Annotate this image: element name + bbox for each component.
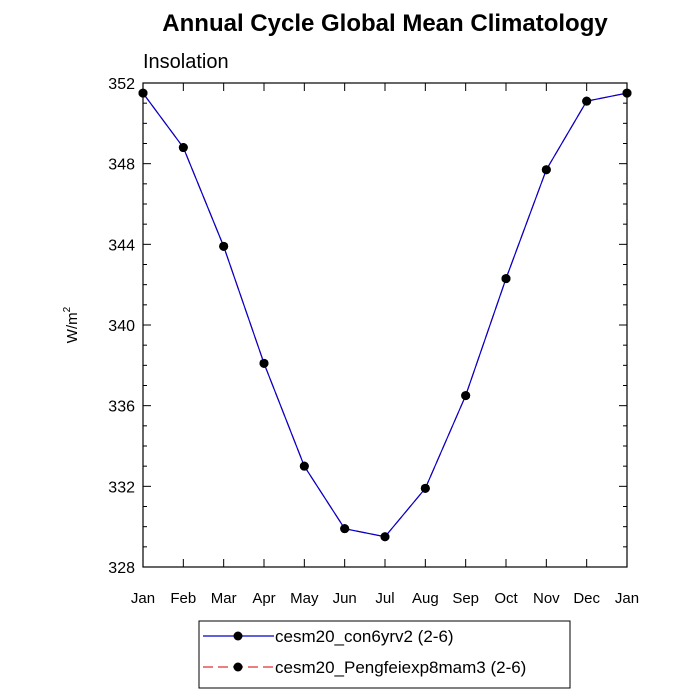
chart-subtitle: Insolation <box>143 51 229 73</box>
x-tick-labels: Jan Feb Mar Apr May Jun Jul Aug Sep Oct Nov Dec Jan <box>131 590 639 607</box>
y-tick-label: 332 <box>108 479 135 496</box>
x-tick-label: Mar <box>211 590 237 607</box>
legend-label-series-1: cesm20_con6yrv2 (2-6) <box>275 627 454 646</box>
data-point-series-2 <box>380 532 390 542</box>
chart-title: Annual Cycle Global Mean Climatology <box>162 10 608 37</box>
data-point-series-2 <box>340 524 350 534</box>
legend-marker-series-1 <box>233 631 243 641</box>
y-tick-label: 340 <box>108 318 135 335</box>
data-point-series-2 <box>299 461 309 471</box>
y-axis-label-text: W/m <box>64 312 81 343</box>
x-tick-label: Feb <box>170 590 196 607</box>
data-point-series-2 <box>420 483 430 493</box>
x-tick-label: Nov <box>533 590 560 607</box>
data-point-series-2 <box>501 274 511 284</box>
legend-marker-series-2 <box>233 662 243 672</box>
data-point-series-2 <box>582 96 592 106</box>
legend: cesm20_con6yrv2 (2-6) cesm20_Pengfeiexp8… <box>198 620 571 689</box>
y-tick-label: 336 <box>108 399 135 416</box>
x-tick-label: Jun <box>333 590 357 607</box>
x-tick-label: Jan <box>615 590 639 607</box>
series-points <box>138 88 632 542</box>
y-tick-labels: 328 332 336 340 344 348 352 <box>108 76 135 577</box>
x-tick-label: Oct <box>494 590 518 607</box>
series-lines <box>142 92 628 538</box>
y-axis-label: W/m2 <box>62 306 81 343</box>
x-tick-label: Jan <box>131 590 155 607</box>
x-tick-label: Apr <box>252 590 275 607</box>
data-point-series-2 <box>219 241 229 251</box>
y-tick-label: 344 <box>108 237 135 254</box>
x-tick-label: Aug <box>412 590 439 607</box>
legend-label-series-2: cesm20_Pengfeiexp8mam3 (2-6) <box>275 658 526 677</box>
x-tick-label: Dec <box>573 590 600 607</box>
x-tick-label: Sep <box>452 590 479 607</box>
legend-box <box>198 620 571 689</box>
y-tick-label: 348 <box>108 157 135 174</box>
series-line-1 <box>142 92 628 538</box>
data-point-series-2 <box>461 391 471 401</box>
y-tick-label: 328 <box>108 560 135 577</box>
svg-text:W/m2: W/m2 <box>62 306 81 343</box>
series-line-2 <box>142 92 628 538</box>
y-tick-label: 352 <box>108 76 135 93</box>
y-axis-label-superscript: 2 <box>62 306 73 312</box>
minor-ticks <box>143 102 627 548</box>
data-point-series-2 <box>541 165 551 175</box>
plot-frame <box>142 82 628 568</box>
x-tick-label: Jul <box>375 590 394 607</box>
data-point-series-2 <box>259 358 269 368</box>
data-point-series-2 <box>178 143 188 153</box>
x-tick-label: May <box>290 590 319 607</box>
